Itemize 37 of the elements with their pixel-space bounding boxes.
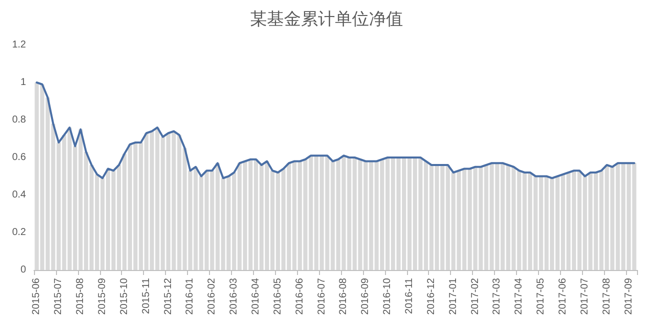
x-tick-label: 2017-08: [601, 278, 612, 315]
x-tick-label: 2017-06: [557, 278, 568, 315]
y-tick-label: 1: [20, 77, 26, 88]
x-tick-label: 2015-09: [97, 278, 108, 315]
x-tick-label: 2016-07: [316, 278, 328, 315]
y-tick-label: 0.4: [12, 190, 26, 200]
x-tick-label: 2016-10: [382, 278, 394, 315]
x-tick-label: 2016-08: [338, 278, 350, 315]
x-tick-label: 2015-10: [118, 278, 130, 315]
chart-title: 某基金累计单位净值: [250, 10, 403, 30]
x-tick-label: 2016-01: [184, 278, 196, 315]
x-tick-label: 2015-06: [31, 278, 42, 315]
x-tick-label: 2016-02: [206, 278, 218, 315]
y-tick-label: 0.2: [12, 227, 26, 238]
x-tick-label: 2017-07: [579, 278, 590, 315]
y-tick-label: 1.2: [12, 40, 26, 50]
x-tick-label: 2016-05: [272, 278, 284, 315]
x-tick-label: 2017-05: [536, 278, 547, 315]
x-tick-label: 2015-11: [140, 278, 152, 314]
x-tick-label: 2016-12: [426, 278, 437, 315]
x-tick-label: 2017-09: [623, 278, 634, 315]
x-tick-label: 2016-11: [404, 278, 416, 314]
x-tick-label: 2017-01: [448, 278, 459, 315]
y-tick-label: 0.8: [12, 114, 26, 126]
x-tick-label: 2017-02: [470, 278, 481, 315]
x-tick-label: 2015-12: [162, 278, 174, 315]
x-tick-label: 2016-03: [228, 278, 240, 315]
x-tick-label: 2016-04: [250, 278, 262, 315]
x-tick-label: 2016-09: [360, 278, 372, 315]
line-series: [36, 82, 636, 180]
x-tick-label: 2017-03: [492, 278, 503, 315]
y-tick-label: 0: [20, 264, 26, 276]
x-tick-label: 2015-07: [53, 278, 64, 315]
x-tick-label: 2017-04: [514, 278, 525, 315]
x-tick-label: 2015-08: [75, 278, 86, 315]
x-tick-label: 2016-06: [294, 278, 306, 315]
y-tick-label: 0.6: [12, 152, 26, 163]
